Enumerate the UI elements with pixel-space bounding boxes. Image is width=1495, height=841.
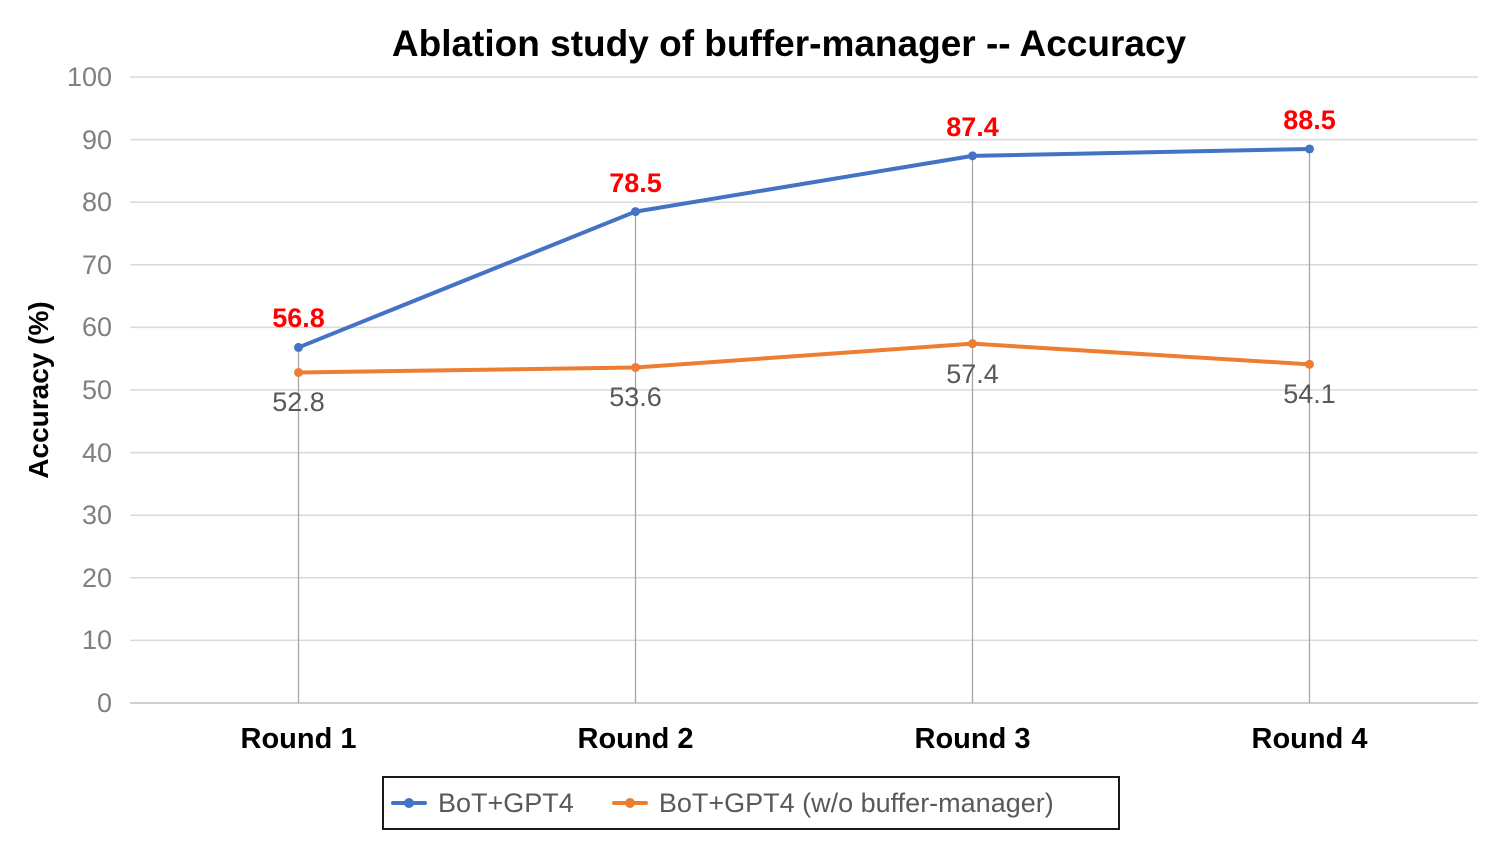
series-1-marker-1 xyxy=(294,367,303,377)
y-tick-label-90: 90 xyxy=(81,124,112,155)
series-1-marker-4 xyxy=(1305,359,1314,369)
data-label-bot-gpt4-3: 87.4 xyxy=(946,111,999,142)
series-1-marker-3 xyxy=(968,339,977,349)
y-tick-label-60: 60 xyxy=(81,312,112,343)
legend-label: BoT+GPT4 xyxy=(438,788,574,818)
series-0-marker-3 xyxy=(968,151,977,161)
series-0-marker-4 xyxy=(1305,144,1314,154)
series-line-0 xyxy=(296,146,1312,350)
legend-entry-bot-gpt4: BoT+GPT4 xyxy=(391,788,574,818)
y-tick-label-40: 40 xyxy=(81,437,112,468)
legend-line-marker-icon xyxy=(391,797,427,809)
series-1-marker-2 xyxy=(631,362,640,372)
data-label-bot-gpt4-1: 56.8 xyxy=(272,303,325,334)
series-0-marker-1 xyxy=(294,342,303,352)
data-label-bot-gpt4-2: 78.5 xyxy=(609,167,662,198)
data-label-bot-gpt4-4: 88.5 xyxy=(1283,104,1336,135)
y-tick-label-100: 100 xyxy=(66,62,112,92)
y-tick-label-20: 20 xyxy=(81,562,112,593)
legend-label: BoT+GPT4 (w/o buffer-manager) xyxy=(658,788,1054,818)
legend-line-marker-icon xyxy=(611,797,648,809)
x-category-label-3: Round 3 xyxy=(914,723,1031,755)
y-tick-label-70: 70 xyxy=(81,249,112,280)
legend: BoT+GPT4 BoT+GPT4 (w/o buffer-manager) xyxy=(382,776,1120,830)
chart-title: Ablation study of buffer-manager -- Accu… xyxy=(391,23,1187,64)
legend-entry-bot-gpt4-wo-buffer-manager: BoT+GPT4 (w/o buffer-manager) xyxy=(611,788,1054,818)
y-tick-label-10: 10 xyxy=(81,625,112,656)
x-category-label-2: Round 2 xyxy=(577,723,694,755)
data-label-wo-buffer-1: 52.8 xyxy=(272,387,325,418)
data-label-wo-buffer-4: 54.1 xyxy=(1283,379,1336,410)
x-category-label-4: Round 4 xyxy=(1251,723,1368,755)
y-tick-label-80: 80 xyxy=(81,187,112,218)
data-label-wo-buffer-3: 57.4 xyxy=(946,358,999,389)
series-0-marker-2 xyxy=(631,207,640,217)
series-line-1 xyxy=(296,341,1312,375)
y-tick-label-0: 0 xyxy=(96,688,112,718)
y-tick-label-50: 50 xyxy=(81,375,112,405)
data-label-wo-buffer-2: 53.6 xyxy=(609,382,662,413)
x-category-label-1: Round 1 xyxy=(240,723,357,755)
y-tick-label-30: 30 xyxy=(81,500,112,531)
